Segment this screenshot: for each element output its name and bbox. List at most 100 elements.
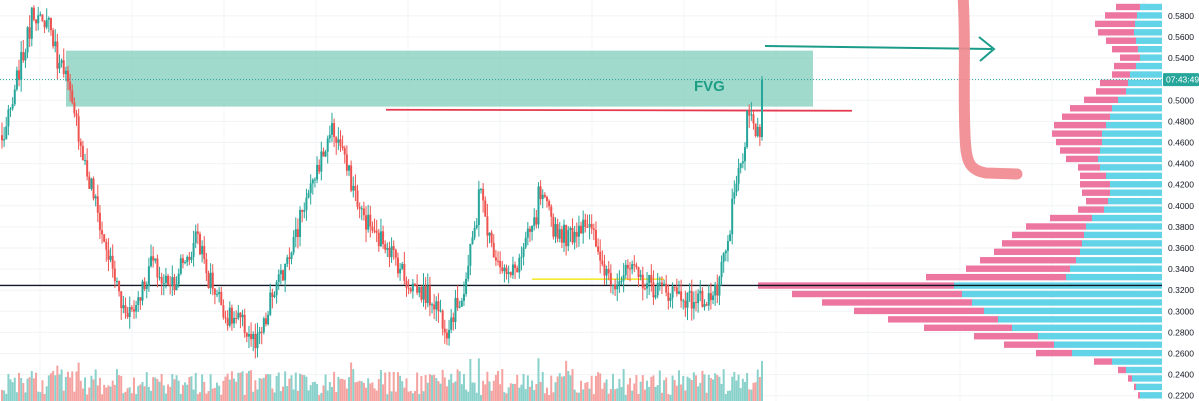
volume-bar (320, 393, 323, 401)
volume-bar (81, 388, 84, 401)
volume-bar (303, 375, 306, 401)
candle-body (401, 263, 404, 269)
candle-body (750, 114, 753, 116)
volume-bar (137, 385, 140, 401)
candle-body (84, 160, 87, 162)
volume-bar (501, 369, 504, 401)
volume-bar (697, 386, 700, 401)
volume-bar (243, 394, 246, 401)
volume-bar (456, 369, 459, 401)
candle-body (403, 263, 406, 281)
volume-bar (401, 381, 404, 401)
fvg-label: FVG (694, 78, 725, 95)
volume-bar (475, 392, 478, 401)
volume-bar (733, 371, 736, 401)
volume-bar (343, 379, 346, 401)
volume-bar (254, 380, 257, 401)
candle-body (192, 242, 195, 257)
volume-bar (750, 389, 753, 401)
candle-body (158, 277, 161, 279)
candle-body (194, 231, 197, 243)
volume-bar (184, 382, 187, 401)
resistance-line[interactable] (385, 108, 853, 112)
volume-bars (1, 358, 763, 401)
volume-bar (288, 378, 291, 401)
candle-body (388, 247, 391, 258)
price-axis-tick-label: 0.5800 (1168, 11, 1194, 21)
volume-bar (158, 381, 161, 401)
candle-body (22, 52, 25, 61)
volume-bar (84, 377, 87, 401)
volume-profile-sell (1105, 12, 1137, 19)
candle-body (256, 333, 259, 349)
arrow-right-icon[interactable] (764, 36, 996, 62)
volume-bar (275, 376, 278, 401)
volume-bar (192, 389, 195, 401)
volume-bar (205, 393, 208, 401)
volume-bar (505, 393, 508, 401)
volume-bar (30, 371, 33, 401)
candle-body (286, 257, 289, 264)
volume-bar (556, 376, 559, 401)
volume-profile-sell (924, 324, 1012, 331)
candle-body (445, 332, 448, 339)
volume-profile-buy (1106, 172, 1162, 180)
candle-body (695, 302, 698, 304)
candle-body (362, 208, 365, 216)
volume-profile-sell (1080, 181, 1110, 188)
candle-body (531, 225, 534, 232)
volume-bar (54, 375, 57, 401)
volume-bar (60, 369, 63, 401)
volume-bar (222, 380, 225, 401)
volume-profile-sell (1106, 37, 1136, 44)
volume-profile-buy (1140, 3, 1162, 11)
candle-body (663, 283, 666, 285)
candle-body (554, 224, 557, 237)
volume-profile-buy (1140, 54, 1162, 61)
volume-bar (445, 386, 448, 401)
volume-bar (458, 371, 461, 401)
candle-body (428, 285, 431, 306)
fvg-zone[interactable] (66, 50, 813, 107)
candle-body (731, 198, 734, 235)
volume-bar (228, 379, 231, 401)
volume-bar (384, 372, 387, 401)
candle-body (139, 297, 142, 301)
candle-body (147, 266, 150, 287)
candle-body (279, 270, 282, 275)
marker-stroke[interactable] (957, 0, 1023, 180)
volume-bar (258, 378, 261, 401)
candle-body (739, 163, 742, 168)
candle-body (103, 234, 106, 242)
candle-body (290, 252, 293, 260)
volume-bar (252, 391, 255, 401)
candle-body (371, 226, 374, 231)
candle-body (277, 274, 280, 283)
candle-body (603, 264, 606, 276)
volume-bar (675, 385, 678, 401)
volume-profile-sell (1094, 358, 1112, 365)
candle-body (754, 123, 757, 137)
price-axis[interactable]: 0.58000.56000.54000.52000.50000.48000.46… (1162, 0, 1199, 401)
candle-body (145, 286, 148, 289)
volume-bar (52, 370, 55, 401)
volume-bar (273, 392, 276, 401)
volume-bar (241, 371, 244, 401)
current-price-badge-bg (1163, 73, 1199, 87)
volume-profile-sell (1082, 189, 1110, 196)
candle-body (15, 70, 18, 90)
candle-body (509, 272, 512, 276)
volume-bar (658, 370, 661, 401)
volume-profile-sell (1112, 71, 1130, 78)
volume-bar (382, 384, 385, 401)
volume-bar (550, 375, 553, 401)
volume-profile-sell (994, 248, 1080, 256)
candle-body (494, 257, 497, 261)
volume-bar (677, 370, 680, 401)
candle-body (458, 306, 461, 308)
candle-body (416, 285, 419, 293)
volume-bar (592, 394, 595, 401)
volume-bar (643, 389, 646, 401)
volume-bar (294, 372, 297, 401)
